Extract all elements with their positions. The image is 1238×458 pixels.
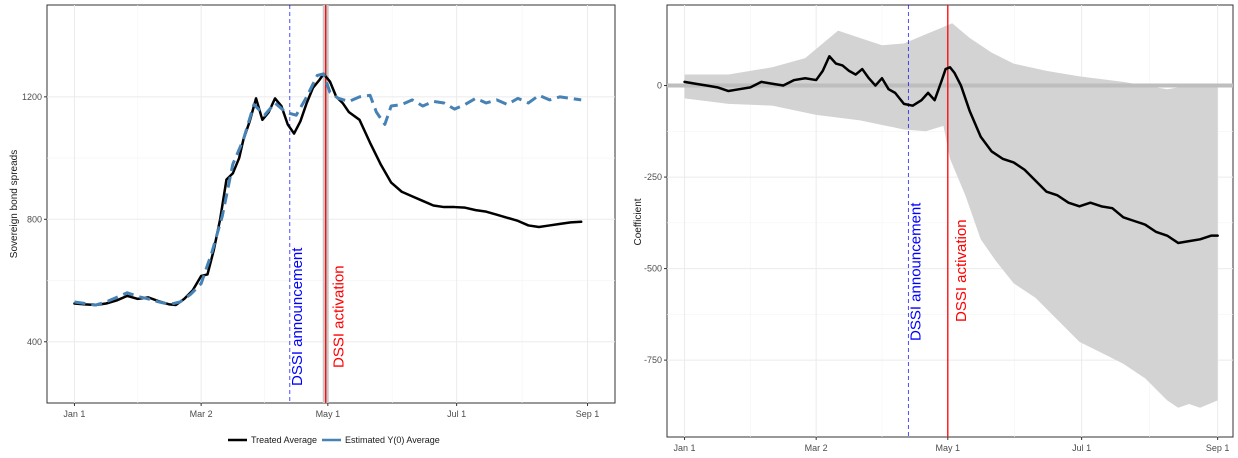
left-series-group [73,5,583,403]
left-announcement-label: DSSI announcement [289,247,306,386]
right-chart-panel: 0-250-500-750 Jan 1 Mar 2 May 1 Jul 1 Sep 1 … [633,4,1234,453]
x-tick-label: Jan 1 [63,409,85,419]
y-tick-label: 800 [27,214,42,224]
x-tick-label: May 1 [316,409,341,419]
y-tick-label: 1200 [22,92,42,102]
left-y-axis-title: Sovereign bond spreads [9,150,20,258]
series-line-treated [73,72,583,307]
right-announcement-label: DSSI announcement [907,202,924,341]
left-x-tick-labels: Jan 1 Mar 2 May 1 Jul 1 Sep 1 [63,403,599,419]
left-activation-label: DSSI activation [331,265,348,368]
right-activation-label: DSSI activation [953,219,970,322]
right-y-axis-title: Coefficient [633,198,644,245]
confidence-band [684,23,1218,408]
left-y-tick-labels: 400 800 1200 [22,92,47,347]
y-tick-label: -500 [644,264,662,274]
series-line-treated [683,55,1219,245]
y-tick-label: -750 [644,355,662,365]
left-chart-panel: 400 800 1200 Jan 1 Mar 2 May 1 Jul 1 Sep 1 Sov… [9,4,616,419]
legend: Treated Average Estimated Y(0) Average [228,435,440,445]
x-tick-label: Sep 1 [576,409,600,419]
right-x-tick-labels: Jan 1 Mar 2 May 1 Jul 1 Sep 1 [674,437,1230,453]
y-tick-label: 0 [657,81,662,91]
legend-label-treated: Treated Average [251,435,317,445]
right-confidence-band [684,23,1218,408]
right-y-tick-labels: 0 -250 -500 -750 [644,81,667,365]
x-tick-label: May 1 [936,443,961,453]
x-tick-label: Mar 2 [805,443,828,453]
x-tick-label: Sep 1 [1206,443,1230,453]
right-series-group [667,5,1233,437]
x-tick-label: Jul 1 [447,409,466,419]
y-tick-label: -250 [644,172,662,182]
x-tick-label: Jan 1 [674,443,696,453]
x-tick-label: Mar 2 [190,409,213,419]
series-line-estimated [74,72,582,307]
left-plot-border [46,4,616,404]
y-tick-label: 400 [27,337,42,347]
legend-label-estimated: Estimated Y(0) Average [345,435,440,445]
x-tick-label: Jul 1 [1072,443,1091,453]
